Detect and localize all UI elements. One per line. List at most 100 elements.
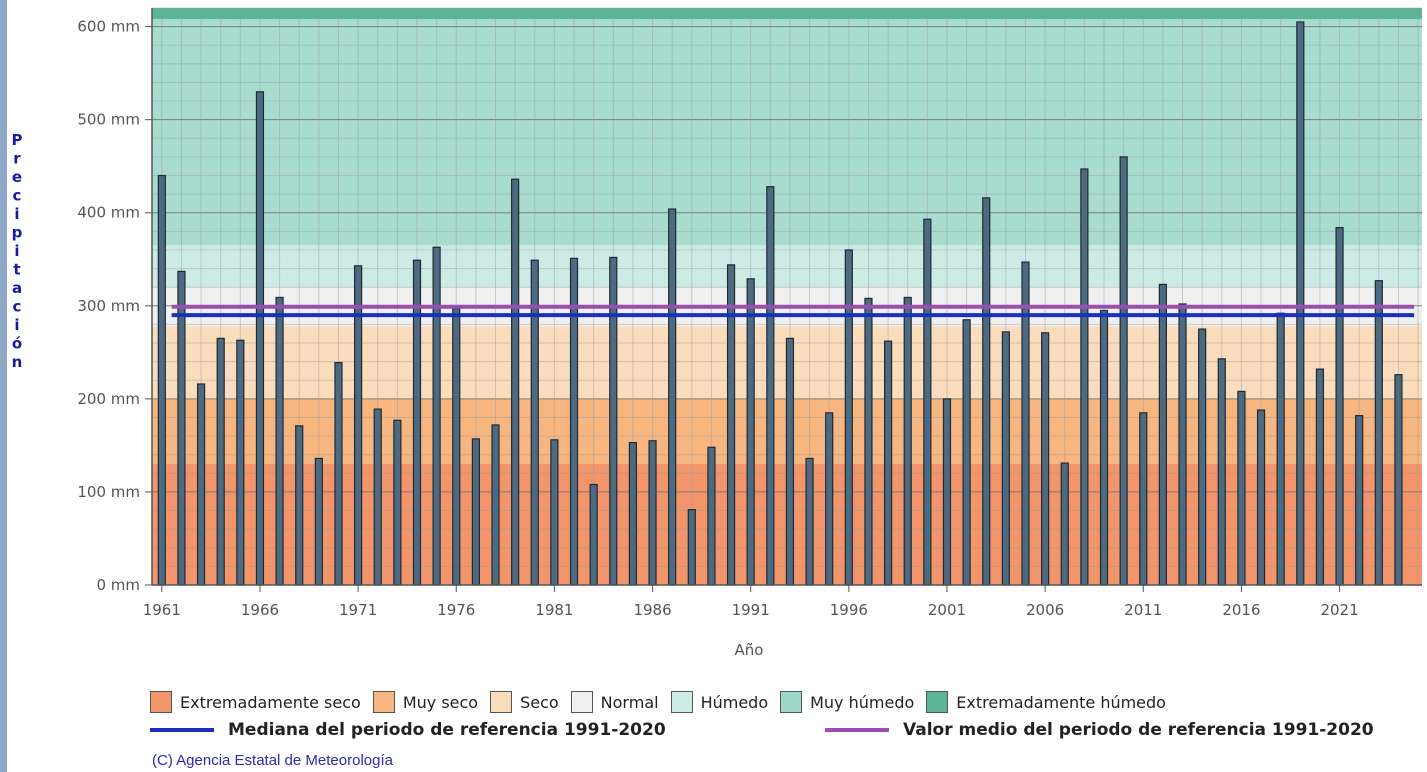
bar-1999 — [903, 296, 912, 586]
bar-1973 — [393, 419, 402, 586]
y-tick-label: 0 mm — [96, 576, 140, 594]
bar-1986 — [648, 440, 657, 586]
bar-2013 — [1178, 303, 1187, 586]
bar-1983 — [589, 483, 598, 586]
band-5 — [152, 19, 1422, 246]
legend-label: Seco — [520, 692, 559, 712]
bar-2022 — [1355, 415, 1364, 586]
y-axis-label-letter: P — [12, 131, 23, 149]
band-4 — [152, 245, 1422, 288]
y-tick-label: 200 mm — [77, 390, 140, 408]
y-axis-label-letter: i — [14, 205, 19, 223]
bar-2000 — [923, 218, 932, 586]
legend-swatch — [150, 691, 172, 713]
bar-1995 — [825, 412, 834, 586]
y-tick-labels: 0 mm 100 mm 200 mm 300 mm 400 mm 500 mm 600 mm — [77, 18, 152, 594]
bars — [157, 21, 1403, 586]
bar-1991 — [746, 278, 755, 586]
legend-item: Muy húmedo — [780, 691, 914, 713]
x-tick-label: 1976 — [437, 601, 475, 619]
bar-1993 — [785, 337, 795, 586]
bar-2017 — [1256, 409, 1266, 586]
legend-categories: Extremadamente seco Muy seco Seco Normal Húm… — [150, 688, 1427, 716]
y-axis-label-letter: e — [12, 168, 22, 186]
y-axis-label-letter: n — [12, 353, 23, 371]
bar-2016 — [1237, 390, 1246, 586]
y-tick-label: 600 mm — [77, 18, 140, 36]
legend-swatch — [926, 691, 949, 713]
y-axis-label-letter: i — [14, 242, 19, 260]
bar-1978 — [491, 424, 500, 586]
bar-1980 — [530, 259, 539, 586]
bar-2006 — [1041, 332, 1050, 586]
bar-1976 — [452, 307, 461, 586]
left-border-strip — [0, 0, 7, 772]
bar-2008 — [1080, 168, 1089, 586]
bar-1961 — [157, 174, 166, 586]
bar-1972 — [373, 408, 382, 586]
bar-2021 — [1335, 227, 1344, 586]
bar-1968 — [295, 425, 304, 586]
legend-item: Húmedo — [670, 691, 769, 713]
legend-median: Mediana del periodo de referencia 1991-2… — [150, 720, 825, 740]
legend-label: Extremadamente húmedo — [956, 692, 1166, 712]
y-axis-label-letter: p — [12, 224, 23, 242]
y-axis-label-letter: c — [13, 298, 22, 316]
legend-lines: Mediana del periodo de referencia 1991-2… — [150, 716, 1427, 744]
legend-item: Extremadamente húmedo — [926, 691, 1166, 713]
legend-mean: Valor medio del periodo de referencia 19… — [825, 720, 1374, 740]
bar-1996 — [844, 249, 853, 586]
bar-1992 — [766, 186, 775, 586]
bar-1977 — [471, 438, 480, 586]
x-tick-label: 1961 — [143, 601, 181, 619]
bar-1979 — [511, 178, 520, 586]
bar-2003 — [982, 197, 991, 586]
bar-1987 — [668, 208, 677, 586]
bar-1974 — [412, 259, 422, 586]
x-tick-label: 2021 — [1320, 601, 1358, 619]
legend-item: Normal — [570, 691, 659, 713]
bar-1969 — [314, 457, 323, 586]
y-tick-label: 100 mm — [77, 483, 140, 501]
bar-1975 — [432, 246, 441, 586]
legend-label: Normal — [600, 692, 659, 712]
x-tick-label: 2016 — [1222, 601, 1260, 619]
bar-1962 — [177, 270, 186, 586]
bar-2012 — [1158, 283, 1167, 586]
bar-1989 — [707, 446, 716, 586]
legend-swatch — [372, 691, 395, 713]
bar-2002 — [962, 319, 971, 586]
bar-2015 — [1217, 358, 1226, 586]
x-tick-label: 1996 — [830, 601, 868, 619]
bar-1966 — [255, 91, 265, 586]
bar-1998 — [883, 340, 893, 586]
y-tick-label: 300 mm — [77, 297, 140, 315]
legend-swatch — [780, 691, 803, 713]
x-tick-label: 1986 — [633, 601, 671, 619]
bar-1990 — [726, 264, 736, 586]
y-axis-label-letter: ó — [12, 335, 22, 353]
mean-line-swatch — [825, 728, 889, 732]
median-label: Mediana del periodo de referencia 1991-2… — [228, 720, 666, 740]
y-axis-label-letter: a — [12, 279, 22, 297]
legend-label: Muy seco — [402, 692, 479, 712]
legend-label: Muy húmedo — [810, 692, 915, 712]
legend-label: Extremadamente seco — [180, 692, 361, 712]
bar-1994 — [805, 457, 814, 586]
axes — [151, 8, 1422, 586]
bar-1970 — [334, 361, 343, 586]
median-line-swatch — [150, 728, 214, 732]
precipitation-chart: 0 mm 100 mm 200 mm 300 mm 400 mm 500 mm 600 mm… — [12, 7, 1422, 659]
bar-2010 — [1119, 156, 1128, 586]
bar-2014 — [1198, 328, 1207, 586]
y-axis-label-letter: t — [13, 261, 20, 279]
band-6 — [152, 8, 1422, 20]
legend-swatch — [570, 691, 593, 713]
y-tick-label: 500 mm — [77, 111, 140, 129]
y-axis-label-letter: r — [13, 150, 21, 168]
x-tick-label: 2001 — [928, 601, 966, 619]
legend-label: Húmedo — [700, 692, 769, 712]
bar-1985 — [628, 442, 638, 586]
x-tick-label: 1991 — [732, 601, 770, 619]
